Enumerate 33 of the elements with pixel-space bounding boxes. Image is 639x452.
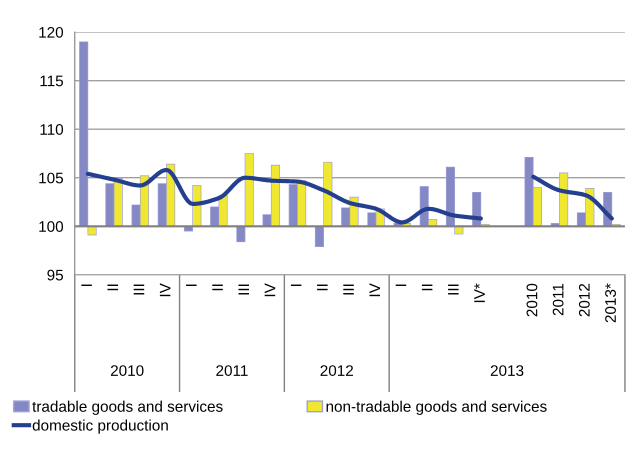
x-tick-label: I (81, 284, 92, 286)
y-tick-label: 120 (39, 26, 64, 38)
x-tick-label: 2011 (552, 284, 564, 316)
x-tick-label: II (108, 284, 118, 290)
x-tick-label: III (343, 284, 354, 294)
text: 2012 (320, 365, 353, 376)
y-tick-label: 110 (40, 124, 64, 135)
x-tick-label: 2013* (605, 283, 616, 322)
x-tick-label: I (290, 284, 302, 286)
y-tick-label: 105 (39, 172, 64, 184)
y-tick-label: 100 (39, 221, 64, 232)
x-tick-label: IV (369, 283, 380, 296)
text: 2010 (110, 365, 144, 376)
x-tick-label: IV (264, 283, 276, 296)
x-tick-label: III (238, 284, 250, 294)
y-tick-label: 95 (47, 270, 64, 280)
text: 2011 (216, 365, 248, 376)
legend-label: tradable goods and services (32, 400, 223, 415)
x-tick-label: I (396, 284, 406, 286)
legend-label: domestic production (32, 419, 168, 434)
x-tick-label: II (212, 284, 223, 290)
x-tick-label: II (317, 284, 328, 290)
x-tick-label: IV (160, 283, 170, 296)
legend-label: non-tradable goods and services (326, 400, 547, 415)
x-tick-label: II (422, 284, 432, 290)
y-tick-label: 115 (40, 76, 64, 86)
x-tick-label: I (186, 284, 197, 286)
x-tick-label: 2010 (526, 284, 538, 316)
x-tick-label: III (134, 284, 144, 294)
text: 2013 (490, 365, 524, 376)
x-tick-label: IV* (474, 283, 485, 302)
x-tick-label: 2012 (578, 284, 590, 316)
x-tick-label: III (448, 284, 459, 294)
